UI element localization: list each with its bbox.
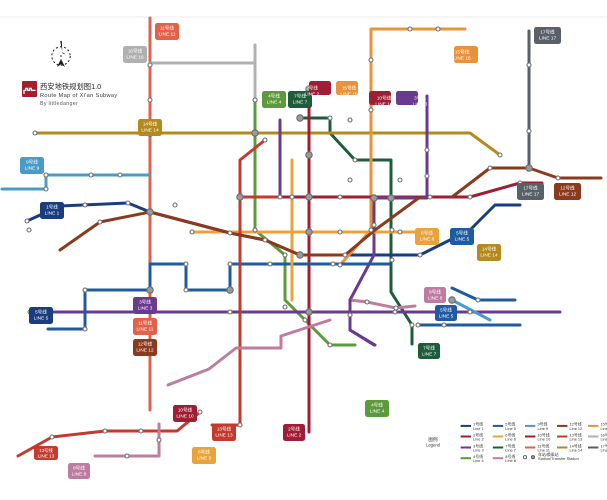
svg-text:11号线: 11号线 <box>160 25 174 32</box>
svg-text:LINE 11: LINE 11 <box>137 327 154 333</box>
svg-text:17号线: 17号线 <box>540 29 555 36</box>
svg-text:Line 10: Line 10 <box>538 436 552 441</box>
svg-text:Route Map of Xi'an Subway: Route Map of Xi'an Subway <box>40 93 118 99</box>
svg-text:LINE 5: LINE 5 <box>455 237 470 243</box>
svg-text:1号线: 1号线 <box>46 204 58 211</box>
svg-text:LINE 14: LINE 14 <box>480 253 498 259</box>
svg-text:5号线: 5号线 <box>440 307 452 314</box>
svg-text:LINE 10: LINE 10 <box>375 102 393 108</box>
svg-text:LINE 9: LINE 9 <box>25 166 40 172</box>
svg-text:3号线: 3号线 <box>139 299 151 306</box>
svg-text:Line 8: Line 8 <box>505 458 516 463</box>
svg-text:15号线: 15号线 <box>342 85 357 92</box>
svg-text:Line 9: Line 9 <box>538 426 549 431</box>
svg-text:Line 12: Line 12 <box>570 426 583 431</box>
svg-text:12号线: 12号线 <box>560 185 575 192</box>
svg-text:LINE 8: LINE 8 <box>72 472 87 478</box>
svg-text:8号线: 8号线 <box>73 465 85 472</box>
svg-text:Line 2: Line 2 <box>473 436 484 441</box>
svg-text:LINE 6: LINE 6 <box>197 456 212 462</box>
svg-text:Line 3: Line 3 <box>473 447 484 452</box>
svg-text:4号线: 4号线 <box>268 93 280 100</box>
svg-text:LINE 16: LINE 16 <box>126 55 144 61</box>
svg-text:2号线: 2号线 <box>288 426 300 433</box>
svg-text:LINE 13: LINE 13 <box>215 433 233 439</box>
svg-text:Line 17: Line 17 <box>601 447 607 452</box>
svg-text:5号线: 5号线 <box>456 230 468 237</box>
svg-text:LINE 10: LINE 10 <box>176 414 194 420</box>
svg-text:LINE 15: LINE 15 <box>453 56 471 62</box>
svg-text:LINE 2: LINE 2 <box>287 433 302 439</box>
svg-text:LINE 5: LINE 5 <box>34 316 49 322</box>
svg-text:LINE 4: LINE 4 <box>267 100 282 106</box>
svg-text:LINE 11: LINE 11 <box>159 32 176 38</box>
svg-text:Line 11: Line 11 <box>538 447 550 452</box>
svg-text:Line 16: Line 16 <box>601 436 607 441</box>
svg-text:14号线: 14号线 <box>143 121 158 128</box>
svg-text:2号线: 2号线 <box>306 85 318 92</box>
svg-text:14号线: 14号线 <box>482 246 497 253</box>
svg-text:LINE 14: LINE 14 <box>141 128 159 134</box>
svg-text:LINE 3: LINE 3 <box>413 102 428 108</box>
svg-text:LINE 4: LINE 4 <box>370 409 385 415</box>
svg-text:16号线: 16号线 <box>128 48 143 55</box>
svg-text:4号线: 4号线 <box>371 402 383 409</box>
svg-text:LINE 7: LINE 7 <box>293 100 308 106</box>
svg-text:Line 7: Line 7 <box>505 447 516 452</box>
svg-text:LINE 3: LINE 3 <box>138 306 153 312</box>
svg-text:12号线: 12号线 <box>138 341 153 348</box>
svg-text:15号线: 15号线 <box>455 49 470 56</box>
svg-text:6号线: 6号线 <box>421 230 433 237</box>
svg-text:西安地铁规划图1.0: 西安地铁规划图1.0 <box>40 82 101 91</box>
svg-text:LINE 12: LINE 12 <box>559 192 577 198</box>
svg-text:Station/Transfer Station: Station/Transfer Station <box>538 456 579 461</box>
svg-text:LINE 1: LINE 1 <box>45 211 60 217</box>
svg-text:9号线: 9号线 <box>26 159 38 166</box>
svg-text:11号线: 11号线 <box>138 320 152 327</box>
svg-text:7号线: 7号线 <box>423 345 435 352</box>
svg-text:LINE 8: LINE 8 <box>428 296 443 302</box>
svg-text:Line 4: Line 4 <box>473 458 484 463</box>
svg-text:3号线: 3号线 <box>414 95 426 102</box>
svg-text:Line 5: Line 5 <box>505 426 516 431</box>
svg-text:8号线: 8号线 <box>429 289 441 296</box>
svg-text:10号线: 10号线 <box>377 95 392 102</box>
svg-text:Legend: Legend <box>426 443 441 448</box>
svg-text:13号线: 13号线 <box>217 426 232 433</box>
svg-text:6号线: 6号线 <box>198 449 210 456</box>
svg-text:By littledanger: By littledanger <box>40 101 78 107</box>
svg-text:LINE 17: LINE 17 <box>522 192 540 198</box>
svg-text:10号线: 10号线 <box>178 407 193 414</box>
svg-text:Line 14: Line 14 <box>570 447 584 452</box>
svg-text:LINE 6: LINE 6 <box>420 237 435 243</box>
svg-text:LINE 13: LINE 13 <box>38 454 55 459</box>
svg-text:LINE 15: LINE 15 <box>340 92 358 98</box>
svg-text:LINE 2: LINE 2 <box>305 92 320 98</box>
svg-text:Line 1: Line 1 <box>473 426 484 431</box>
svg-text:LINE 5: LINE 5 <box>439 314 454 320</box>
svg-text:Line 13: Line 13 <box>570 436 583 441</box>
svg-text:17号线: 17号线 <box>523 185 538 192</box>
svg-text:Line 15: Line 15 <box>601 426 607 431</box>
svg-text:LINE 7: LINE 7 <box>422 352 437 358</box>
svg-text:Line 6: Line 6 <box>505 436 516 441</box>
svg-text:5号线: 5号线 <box>35 309 47 316</box>
svg-text:LINE 17: LINE 17 <box>539 36 557 42</box>
svg-text:LINE 12: LINE 12 <box>136 348 154 354</box>
